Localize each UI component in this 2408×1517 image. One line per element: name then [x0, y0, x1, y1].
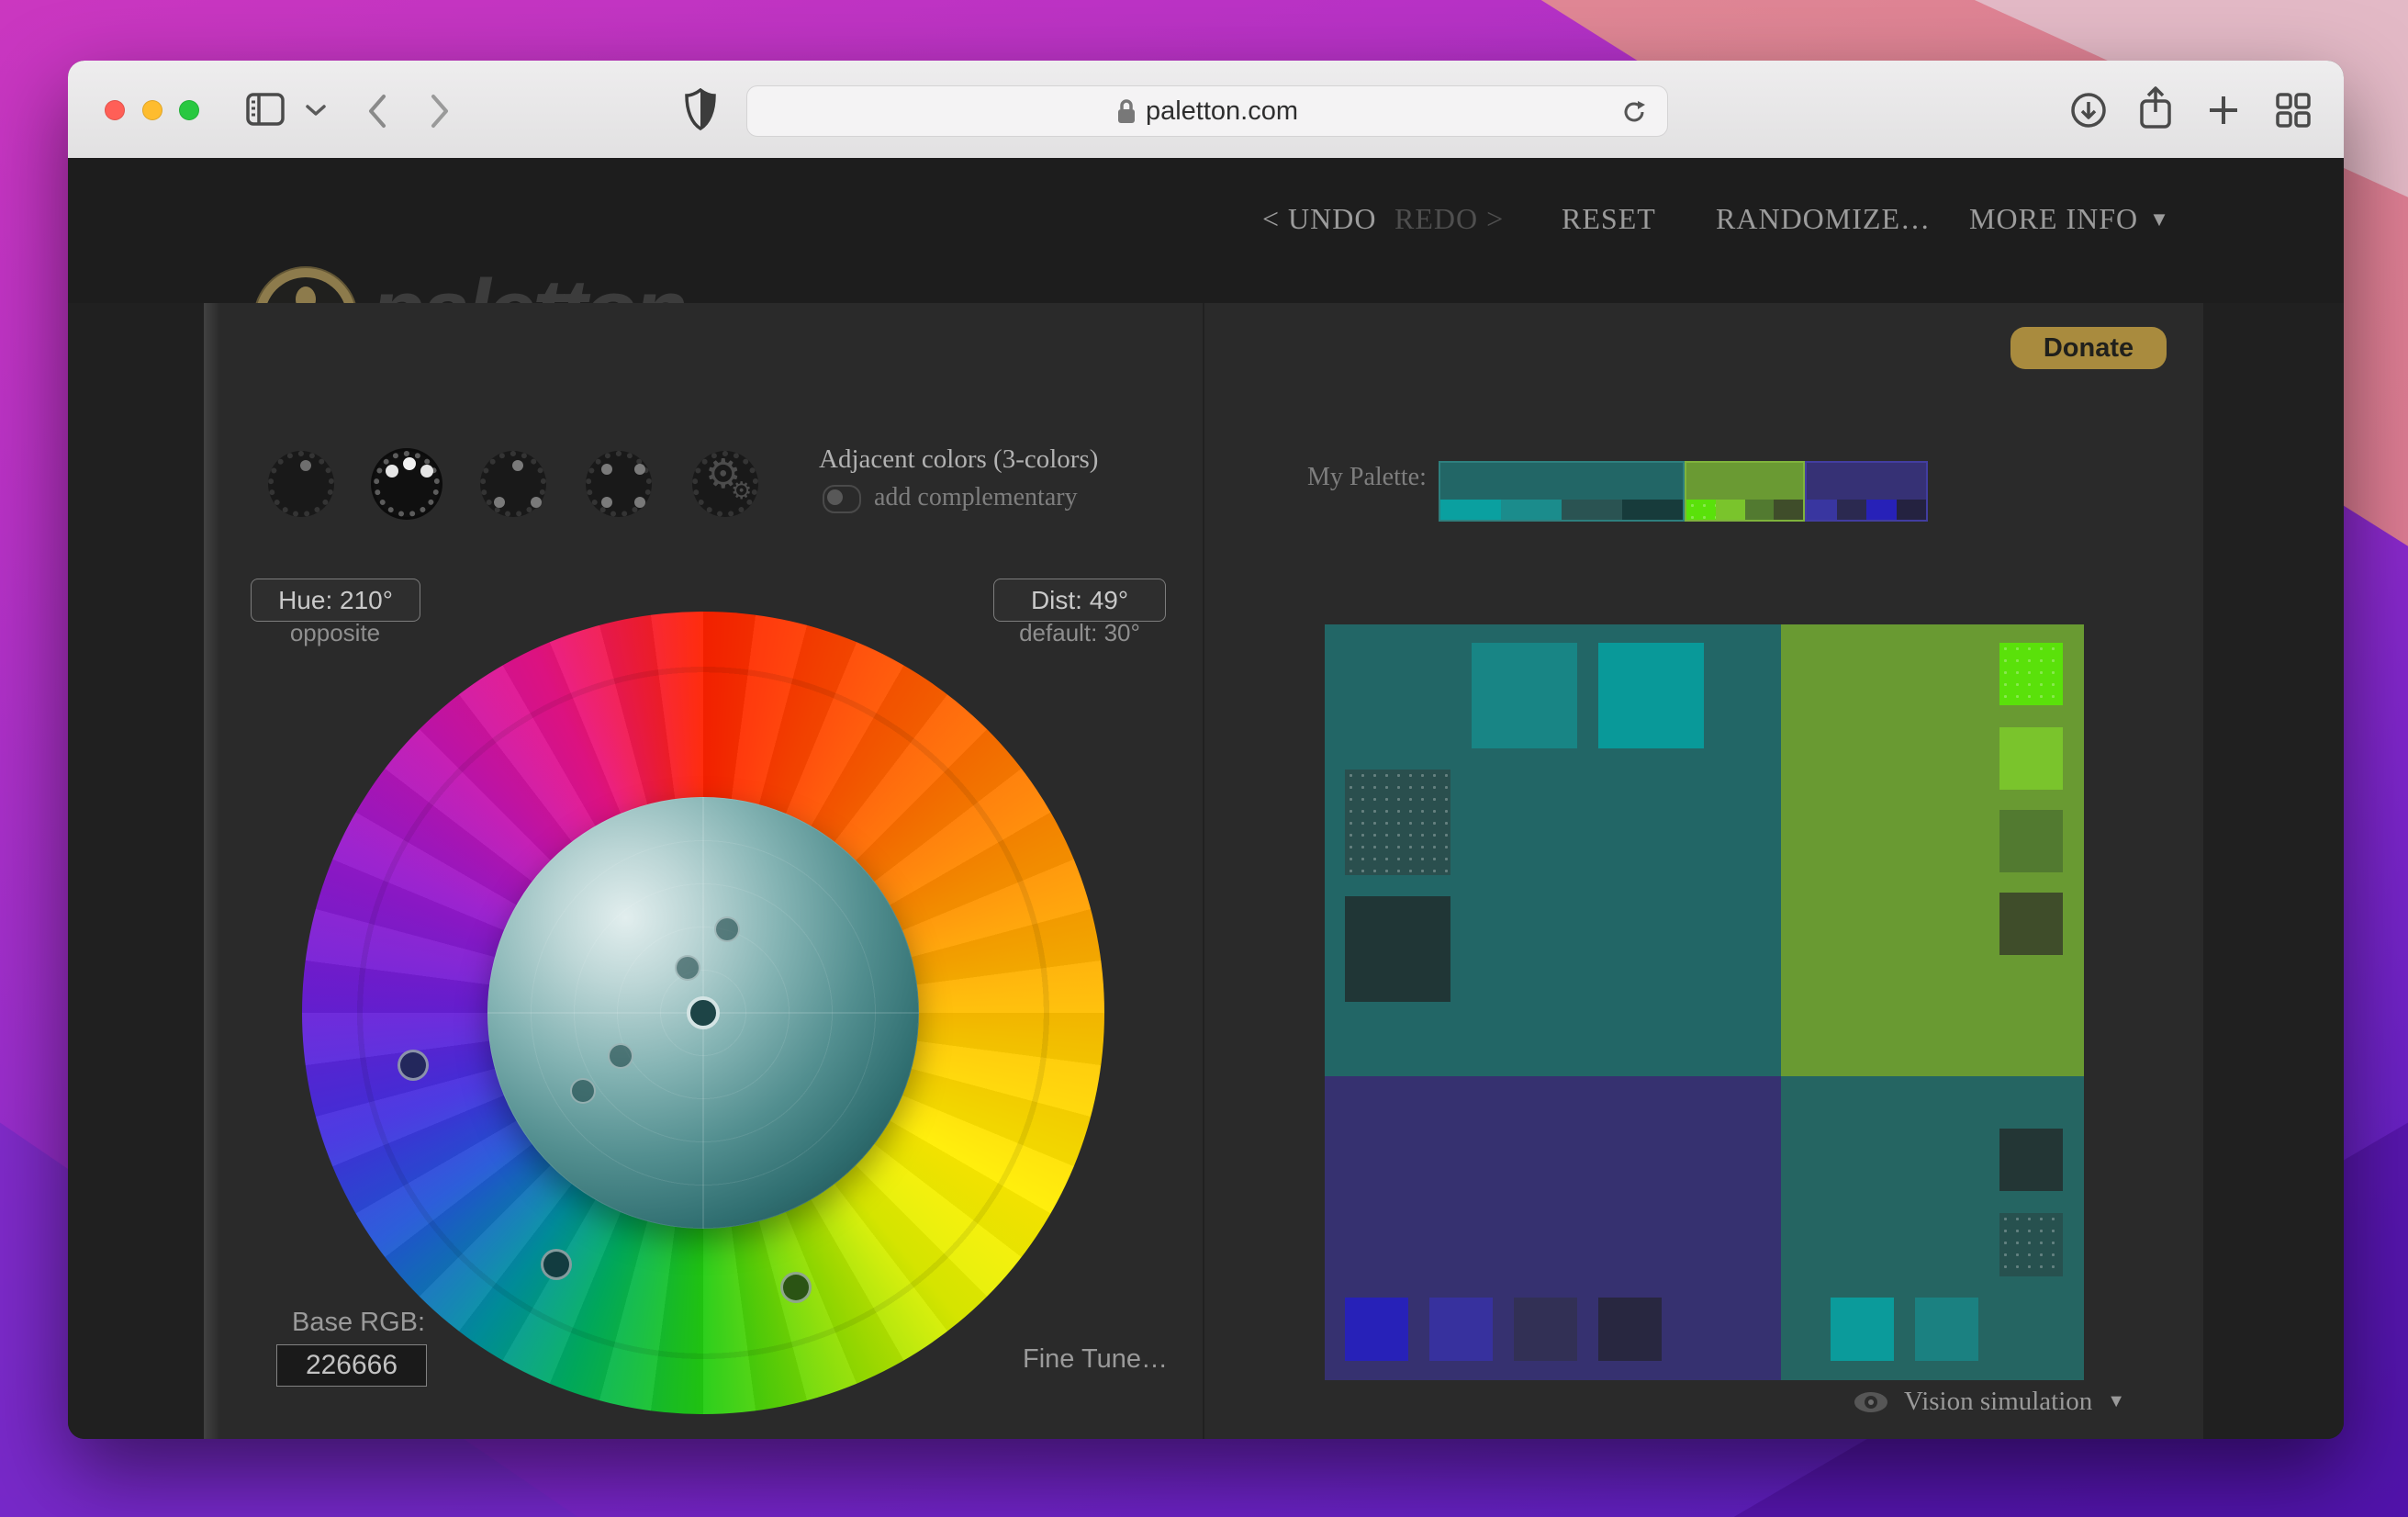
hue-marker-base[interactable] [541, 1249, 572, 1280]
swatch[interactable] [1744, 500, 1775, 520]
menu-undo[interactable]: < UNDO [1262, 202, 1377, 235]
preview-square[interactable] [1345, 1298, 1408, 1361]
base-color-marker[interactable] [687, 996, 720, 1029]
dist-sub-label: default: 30° [1019, 619, 1140, 646]
share-icon[interactable] [2137, 86, 2174, 132]
hue-sub-label[interactable]: opposite [289, 619, 381, 646]
downloads-icon[interactable] [2069, 91, 2108, 129]
preview-square[interactable] [1598, 1298, 1662, 1361]
scheme-triad-icon[interactable] [480, 451, 546, 517]
url-text: paletton.com [1145, 96, 1299, 126]
chevron-down-icon[interactable] [305, 103, 327, 118]
menu-more-info[interactable]: MORE INFO ▼ [1969, 200, 2170, 237]
preview-square[interactable] [1514, 1298, 1577, 1361]
app-edge-highlight [204, 303, 220, 1439]
privacy-shield-icon[interactable] [685, 88, 716, 130]
preview-square[interactable] [1999, 1213, 2063, 1276]
my-palette-label: My Palette: [1307, 463, 1427, 491]
shade-marker[interactable] [570, 1078, 596, 1104]
preview-square[interactable] [1345, 770, 1450, 875]
preview-square[interactable] [1429, 1298, 1493, 1361]
url-bar[interactable]: paletton.com [746, 85, 1668, 137]
swatch[interactable] [1562, 500, 1622, 520]
preview-square[interactable] [1999, 727, 2063, 790]
chevron-down-icon: ▼ [2107, 1391, 2126, 1411]
back-icon[interactable] [365, 93, 389, 129]
chevron-down-icon: ▼ [2149, 208, 2170, 230]
swatch[interactable] [1866, 500, 1897, 520]
gear-icon: ⚙ [705, 452, 742, 497]
base-rgb-input[interactable] [276, 1344, 427, 1387]
preview-square[interactable] [1598, 643, 1704, 748]
shade-marker[interactable] [608, 1043, 633, 1069]
zoom-button[interactable] [179, 100, 199, 120]
palette-preview [1325, 624, 2084, 1380]
browser-toolbar: paletton.com [68, 61, 2344, 160]
preview-square[interactable] [1831, 1298, 1894, 1361]
shade-marker[interactable] [714, 916, 740, 942]
scheme-freestyle-icon[interactable]: ⚙ ⚙ [692, 451, 758, 517]
site-header [68, 158, 2344, 303]
new-tab-icon[interactable] [2205, 92, 2242, 129]
preview-square[interactable] [1999, 893, 2063, 955]
swatch[interactable] [1715, 500, 1745, 520]
strip-group-purple[interactable] [1805, 461, 1928, 522]
my-palette-strip [1439, 461, 1928, 522]
swatch[interactable] [1774, 500, 1803, 520]
gear-icon: ⚙ [731, 477, 753, 504]
swatch[interactable] [1836, 500, 1866, 520]
menu-reset[interactable]: RESET [1562, 202, 1656, 235]
dist-control[interactable]: Dist: 49° [993, 579, 1166, 622]
scheme-adjacent-icon[interactable] [374, 451, 440, 517]
swatch[interactable] [1440, 500, 1501, 520]
preview-square[interactable] [1999, 1129, 2063, 1191]
sidebar-icon[interactable] [246, 92, 285, 127]
hue-control[interactable]: Hue: 210° [251, 579, 420, 622]
swatch[interactable] [1622, 500, 1683, 520]
menu-randomize[interactable]: RANDOMIZE… [1716, 202, 1931, 235]
safari-window: paletton.com paletton.com < UNDO REDO > … [68, 61, 2344, 1439]
swatch[interactable] [1807, 500, 1837, 520]
fine-tune-link[interactable]: Fine Tune… [1023, 1344, 1168, 1374]
panel-divider [1203, 303, 1204, 1439]
scheme-tetrad-icon[interactable] [586, 451, 652, 517]
base-rgb-label: Base RGB: [292, 1308, 426, 1337]
strip-group-teal[interactable] [1439, 461, 1685, 522]
shade-marker[interactable] [675, 955, 700, 981]
preview-square[interactable] [1915, 1298, 1978, 1361]
lock-icon [1117, 99, 1135, 123]
eye-icon [1854, 1391, 1887, 1412]
hue-marker-plus[interactable] [398, 1050, 429, 1081]
preview-square[interactable] [1345, 896, 1450, 1002]
add-complementary-toggle[interactable] [823, 485, 861, 513]
brightness-saturation-disc[interactable] [487, 797, 919, 1229]
vision-simulation-control[interactable]: Vision simulation ▼ [1853, 1387, 2125, 1417]
strip-group-green[interactable] [1685, 461, 1805, 522]
hue-marker-minus[interactable] [780, 1272, 812, 1303]
forward-icon[interactable] [428, 93, 452, 129]
add-complementary-label[interactable]: add complementary [874, 483, 1078, 511]
scheme-title: Adjacent colors (3-colors) [819, 444, 1099, 474]
swatch[interactable] [1686, 500, 1716, 520]
scheme-monochromatic-icon[interactable] [268, 451, 334, 517]
swatch[interactable] [1896, 500, 1926, 520]
reload-icon[interactable] [1621, 99, 1647, 125]
close-button[interactable] [105, 100, 125, 120]
preview-square[interactable] [1999, 643, 2063, 705]
swatch[interactable] [1501, 500, 1562, 520]
donate-button[interactable]: Donate [2010, 327, 2167, 369]
color-wheel[interactable] [302, 612, 1104, 1414]
minimize-button[interactable] [142, 100, 162, 120]
preview-square[interactable] [1999, 810, 2063, 872]
tab-overview-icon[interactable] [2275, 92, 2312, 129]
menu-redo[interactable]: REDO > [1394, 202, 1505, 235]
preview-square[interactable] [1472, 643, 1577, 748]
vision-simulation-label: Vision simulation [1904, 1387, 2093, 1416]
